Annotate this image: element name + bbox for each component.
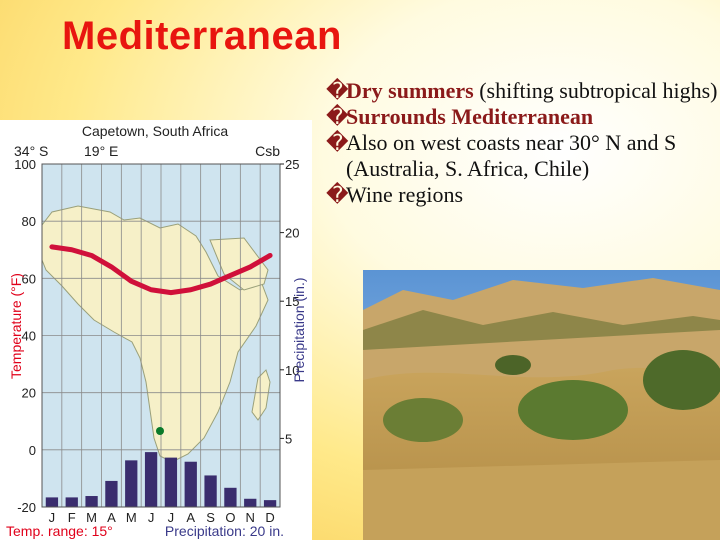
precipitation-bar xyxy=(184,461,197,507)
temperature-tick-label: 20 xyxy=(22,386,36,401)
precipitation-bars xyxy=(45,452,277,507)
slide-title: Mediterranean xyxy=(62,14,342,58)
precipitation-axis: 5 10 15 20 25 xyxy=(280,157,299,446)
month-label: A xyxy=(186,510,195,525)
month-label: D xyxy=(265,510,274,525)
precipitation-bar xyxy=(65,497,78,507)
bullet-highlight: Dry summers xyxy=(346,78,474,103)
bullet-list: � Dry summers (shifting subtropical highs… xyxy=(326,78,718,208)
bullet-item: � Dry summers (shifting subtropical highs… xyxy=(326,78,718,104)
month-label: M xyxy=(86,510,97,525)
photo-oak-tree xyxy=(495,355,531,375)
temp-range-footer: Temp. range: 15° xyxy=(6,523,113,539)
precipitation-bar xyxy=(125,460,138,507)
bullet-item: � Wine regions xyxy=(326,182,718,208)
bullet-item: � Surrounds Mediterranean xyxy=(326,104,718,130)
month-label: M xyxy=(126,510,137,525)
latitude-label: 34° S xyxy=(14,143,48,159)
precipitation-bar xyxy=(85,496,98,507)
africa-map xyxy=(41,205,269,463)
temperature-tick-label: -20 xyxy=(17,500,36,515)
bullet-text: (shifting subtropical highs) xyxy=(473,78,718,103)
month-label: J xyxy=(168,510,175,525)
plot-frame xyxy=(41,163,281,508)
precipitation-bar xyxy=(144,452,158,507)
precipitation-tick-label: 15 xyxy=(285,294,299,309)
temperature-axis: -20 0 20 40 60 80 100 xyxy=(14,157,36,515)
temperature-tick-label: 60 xyxy=(22,271,36,286)
month-label: A xyxy=(107,510,116,525)
month-label: J xyxy=(49,510,56,525)
bullet-icon: � xyxy=(326,130,349,155)
plot-area xyxy=(41,163,281,508)
landscape-photo xyxy=(363,270,720,540)
precipitation-tick-label: 5 xyxy=(285,431,292,446)
precipitation-bar xyxy=(224,487,237,507)
temperature-line xyxy=(49,244,273,296)
photo-far-woodland xyxy=(363,310,720,350)
climate-code-label: Csb xyxy=(255,143,280,159)
madagascar-map xyxy=(251,369,271,421)
longitude-label: 19° E xyxy=(84,143,118,159)
precipitation-bar xyxy=(244,498,257,507)
month-label: O xyxy=(225,510,235,525)
month-label: N xyxy=(246,510,255,525)
temperature-tick-label: 80 xyxy=(22,214,36,229)
month-label: F xyxy=(68,510,76,525)
climograph-title: Capetown, South Africa xyxy=(82,123,229,139)
bullet-icon: � xyxy=(326,182,349,207)
bullet-item: � Also on west coasts near 30° N and S (A… xyxy=(326,130,718,182)
precipitation-axis-label: Precipitation (in.) xyxy=(291,277,307,382)
photo-oak-tree xyxy=(383,398,463,442)
precipitation-tick-label: 20 xyxy=(285,226,299,241)
bullet-icon: � xyxy=(326,78,349,103)
climograph: Capetown, South Africa 34° S 19° E Csb -… xyxy=(0,120,312,540)
precipitation-tick-label: 10 xyxy=(285,363,299,378)
temperature-tick-label: 0 xyxy=(29,443,36,458)
bullet-text: Wine regions xyxy=(346,182,464,207)
precipitation-bar xyxy=(45,497,59,507)
precipitation-bar xyxy=(164,457,178,507)
photo-oak-tree xyxy=(518,380,628,440)
temperature-axis-label: Temperature (°F) xyxy=(8,273,24,379)
precipitation-footer: Precipitation: 20 in. xyxy=(165,523,284,539)
month-label: J xyxy=(148,510,155,525)
precipitation-bar xyxy=(105,480,118,507)
bullet-highlight: Surrounds Mediterranean xyxy=(346,104,594,129)
photo-foreground-grass xyxy=(363,460,720,540)
temperature-tick-label: 40 xyxy=(22,329,36,344)
precipitation-bar xyxy=(204,475,217,507)
precipitation-tick-label: 25 xyxy=(285,157,299,172)
station-marker xyxy=(156,427,164,435)
precipitation-bar xyxy=(263,500,277,507)
temperature-tick-label: 100 xyxy=(14,157,36,172)
photo-oak-tree xyxy=(643,350,720,410)
bullet-icon: � xyxy=(326,104,349,129)
grid xyxy=(42,164,280,507)
bullet-text: Also on west coasts near 30° N and S (Au… xyxy=(346,130,677,181)
arabia-map xyxy=(209,237,269,291)
month-label: S xyxy=(206,510,215,525)
